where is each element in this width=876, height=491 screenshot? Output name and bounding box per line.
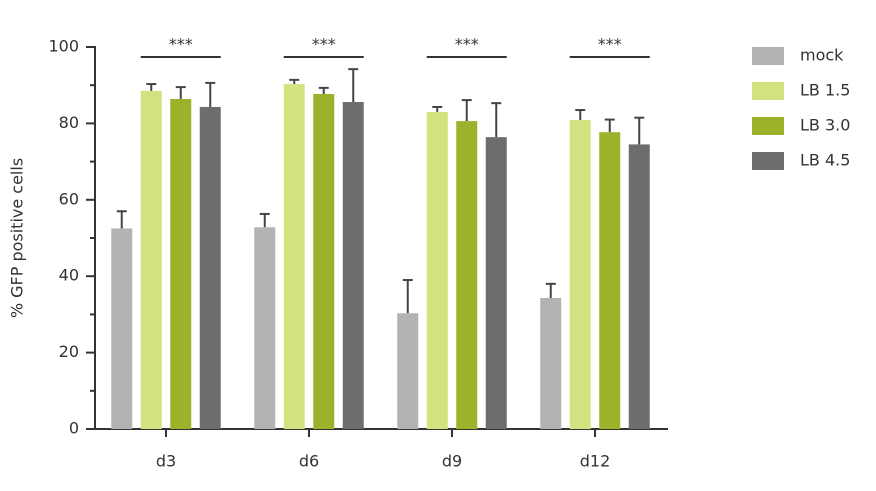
significance-label: *** — [598, 35, 622, 54]
bar — [313, 93, 335, 430]
legend-swatch — [752, 82, 784, 100]
bar — [426, 111, 448, 429]
bar — [111, 228, 133, 429]
bar — [254, 227, 276, 429]
bar — [599, 132, 621, 429]
y-tick-label: 100 — [48, 37, 79, 56]
bar — [283, 84, 305, 429]
x-tick-label: d12 — [580, 452, 611, 471]
y-tick-label: 40 — [59, 266, 79, 285]
legend-label: LB 1.5 — [800, 81, 850, 100]
significance-label: *** — [312, 35, 336, 54]
y-tick-label: 0 — [69, 419, 79, 438]
legend-label: LB 3.0 — [800, 116, 850, 135]
significance-label: *** — [455, 35, 479, 54]
bar — [456, 121, 478, 429]
bar — [397, 313, 419, 429]
legend-swatch — [752, 152, 784, 170]
legend-label: LB 4.5 — [800, 151, 850, 170]
x-tick-label: d6 — [299, 452, 319, 471]
bar — [170, 98, 192, 430]
bar — [540, 297, 562, 429]
legend-label: mock — [800, 46, 844, 65]
bar — [199, 106, 221, 429]
y-tick-label: 60 — [59, 189, 79, 208]
bar — [569, 119, 591, 429]
x-tick-label: d9 — [442, 452, 462, 471]
bar — [485, 137, 507, 430]
bar — [140, 90, 162, 430]
y-axis-label: % GFP positive cells — [8, 158, 27, 318]
y-tick-label: 20 — [59, 342, 79, 361]
significance-label: *** — [169, 35, 193, 54]
legend-swatch — [752, 117, 784, 135]
y-tick-label: 80 — [59, 113, 79, 132]
bar — [342, 102, 364, 430]
bar — [628, 144, 650, 429]
legend-swatch — [752, 47, 784, 65]
x-tick-label: d3 — [156, 452, 176, 471]
